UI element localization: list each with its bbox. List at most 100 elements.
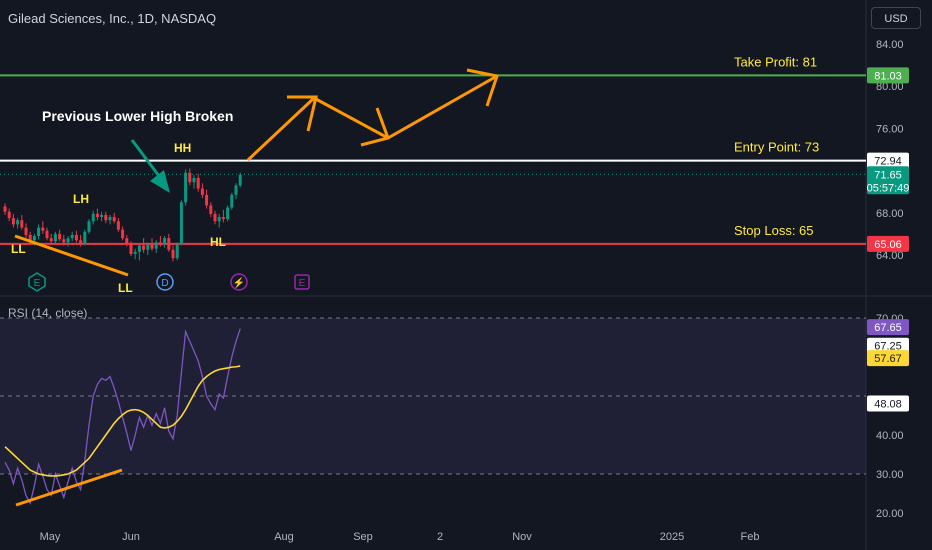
currency-button[interactable]: USD xyxy=(871,7,921,29)
time-axis-label: Nov xyxy=(512,531,532,543)
candle-body xyxy=(158,242,162,245)
teal-arrow-shaft xyxy=(130,139,164,181)
last_price_badge: 71.65 xyxy=(874,169,902,181)
price-axis-tick: 68.00 xyxy=(876,208,904,220)
rsi_mid_badge: 48.08 xyxy=(874,398,902,410)
candle-body xyxy=(74,234,78,241)
candle-body xyxy=(238,174,242,186)
entry_badge-bg xyxy=(867,152,909,169)
entry_badge: 72.94 xyxy=(874,156,902,168)
annotation-ll: LL xyxy=(118,281,133,295)
candle-body xyxy=(142,245,146,250)
candle-body xyxy=(154,242,158,249)
rsi-axis-tick: 40.00 xyxy=(876,430,904,442)
time-axis-label: Feb xyxy=(741,531,760,543)
candle-body xyxy=(112,217,116,222)
candle-body xyxy=(167,238,171,250)
annotation-ll: LL xyxy=(11,242,26,256)
candle-body xyxy=(53,233,57,242)
event-marker-label: D xyxy=(161,278,168,289)
candle-body xyxy=(116,221,120,230)
candle-body xyxy=(213,213,217,222)
candle-body xyxy=(226,207,230,220)
candle-body xyxy=(37,227,41,237)
candle-body xyxy=(3,206,7,212)
rsi_ma_badge: 57.67 xyxy=(874,353,902,365)
candle-body xyxy=(41,227,45,231)
candle-body xyxy=(209,205,213,214)
annotation-previous-lower-high: Previous Lower High Broken xyxy=(42,108,233,124)
symbol-title[interactable]: Gilead Sciences, Inc., 1D, NASDAQ xyxy=(8,11,217,26)
candle-body xyxy=(83,231,87,245)
candle-body xyxy=(171,249,175,259)
candle-body xyxy=(28,234,32,241)
time-axis-label: Jun xyxy=(122,531,140,543)
downtrend-line xyxy=(14,234,129,277)
candle-body xyxy=(58,233,62,240)
candle-body xyxy=(188,172,192,183)
candle-body xyxy=(205,194,209,206)
rsi-ma-line xyxy=(4,365,241,477)
candle-body xyxy=(184,172,188,203)
event-marker-label: E xyxy=(34,278,41,289)
time-axis-label: Sep xyxy=(353,531,373,543)
candle-body xyxy=(129,244,133,254)
candle-body xyxy=(7,211,11,219)
rsi_mid_badge-bg xyxy=(867,395,909,412)
candle-body xyxy=(163,238,167,245)
candle-body xyxy=(24,227,28,235)
candle-body xyxy=(95,213,99,218)
candle-body xyxy=(104,214,108,221)
candle-body xyxy=(100,214,104,218)
rsi-line xyxy=(4,328,241,506)
candle-body xyxy=(87,221,91,232)
rsi_badge: 67.65 xyxy=(874,322,902,334)
candle-body xyxy=(200,188,204,195)
candle-body xyxy=(196,177,200,189)
level-label-take-profit: Take Profit: 81 xyxy=(734,54,817,69)
last_price_badge-bg xyxy=(867,166,909,195)
candle-body xyxy=(66,238,70,243)
price-axis-tick: 80.00 xyxy=(876,81,904,93)
price-axis-tick: 64.00 xyxy=(876,250,904,262)
candle-body xyxy=(49,238,53,242)
candle-body xyxy=(121,229,125,239)
candle-body xyxy=(234,185,238,195)
projected-path-arrow xyxy=(246,74,498,162)
event-marker-label: E xyxy=(299,278,306,289)
take_profit_badge-bg xyxy=(867,67,909,84)
candle-body xyxy=(91,213,95,222)
arrowhead-2 xyxy=(360,107,390,147)
candle-body xyxy=(62,239,66,243)
candle-body xyxy=(79,240,83,245)
last_price_badge-countdown: 05:57:49 xyxy=(867,182,910,194)
annotation-hh: HH xyxy=(174,141,191,155)
rsi_value_badge: 67.25 xyxy=(874,341,902,353)
time-axis-label: May xyxy=(40,531,61,543)
rsi-axis-tick: 20.00 xyxy=(876,508,904,520)
candle-body xyxy=(137,245,141,252)
level-label-stop-loss: Stop Loss: 65 xyxy=(734,223,814,238)
annotation-hl: HL xyxy=(210,235,226,249)
candle-body xyxy=(217,217,221,222)
rsi-axis-tick: 30.00 xyxy=(876,469,904,481)
candle-body xyxy=(133,251,137,254)
candle-body xyxy=(150,244,154,249)
candle-body xyxy=(45,230,49,239)
time-axis-label: Aug xyxy=(274,531,294,543)
candle-body xyxy=(125,238,129,245)
rsi-indicator-title[interactable]: RSI (14, close) xyxy=(8,306,88,320)
candle-body xyxy=(11,218,15,225)
time-axis-label: 2025 xyxy=(660,531,684,543)
level-label-entry-point: Entry Point: 73 xyxy=(734,140,819,155)
candle-body xyxy=(70,234,74,239)
candle-body xyxy=(175,244,179,259)
event-marker-circle xyxy=(230,273,248,291)
candle-body xyxy=(179,202,183,245)
candle-body xyxy=(230,194,234,208)
event-marker-hex xyxy=(28,272,46,292)
event-marker-circle xyxy=(156,273,174,291)
price-axis-tick: 84.00 xyxy=(876,39,904,51)
